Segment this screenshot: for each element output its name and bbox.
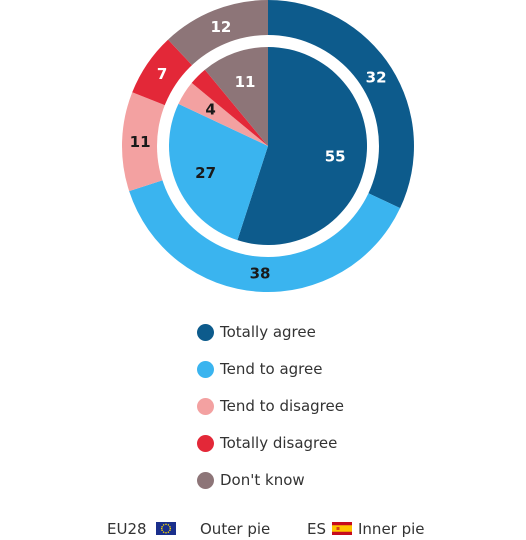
- eu-label: EU28: [107, 520, 147, 538]
- eu-flag-icon: [156, 522, 176, 535]
- outer-value-label: 38: [250, 265, 271, 283]
- legend-swatch: [197, 398, 214, 415]
- outer-value-label: 32: [366, 68, 387, 86]
- inner-slice-don-t-know: [204, 47, 268, 146]
- legend-label: Totally disagree: [220, 434, 338, 452]
- inner-pie-label: Inner pie: [358, 520, 425, 538]
- es-label: ES: [307, 520, 326, 538]
- legend-swatch: [197, 472, 214, 489]
- inner-slice-tend-to-disagree: [178, 82, 268, 146]
- outer-pie-label: Outer pie: [200, 520, 271, 538]
- legend-swatch: [197, 361, 214, 378]
- outer-value-label: 7: [157, 65, 167, 83]
- outer-value-label: 11: [130, 133, 151, 151]
- inner-value-label: 4: [205, 101, 215, 119]
- inner-slice-tend-to-agree: [169, 103, 268, 241]
- inner-value-label: 55: [325, 148, 346, 166]
- inner-slice-totally-agree: [237, 46, 368, 245]
- inner-slice-totally-disagree: [191, 69, 268, 146]
- inner-value-label: 27: [195, 164, 216, 182]
- legend-label: Totally agree: [220, 323, 316, 341]
- legend-swatch: [197, 324, 214, 341]
- legend-label: Don't know: [220, 471, 305, 489]
- legend-swatch: [197, 435, 214, 452]
- inner-pie: [169, 46, 368, 245]
- inner-value-label: 11: [235, 73, 256, 91]
- es-flag-icon: [332, 522, 352, 535]
- legend-label: Tend to disagree: [220, 397, 344, 415]
- legend-label: Tend to agree: [220, 360, 323, 378]
- outer-value-label: 12: [210, 18, 231, 36]
- data-labels: 32 38 11 7 12 55 27 4 11: [130, 18, 387, 283]
- pie-chart: 32 38 11 7 12 55 27 4 11: [121, 0, 414, 292]
- inner-pie-ring: [158, 36, 378, 256]
